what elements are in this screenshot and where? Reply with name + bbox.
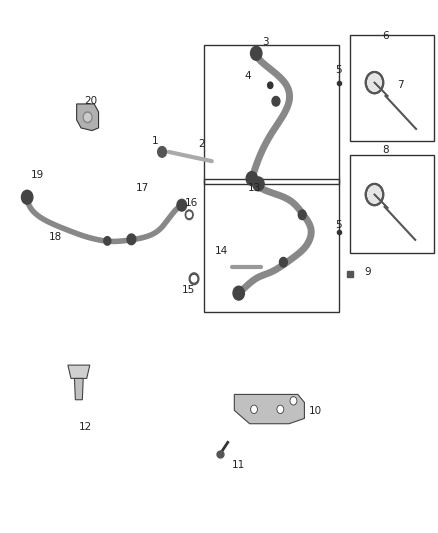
Circle shape [185, 210, 193, 220]
Text: 2: 2 [198, 139, 205, 149]
Circle shape [251, 405, 258, 414]
Circle shape [191, 276, 197, 282]
Polygon shape [68, 365, 90, 378]
Text: 19: 19 [31, 170, 44, 180]
Text: 10: 10 [309, 407, 322, 416]
Text: 15: 15 [182, 286, 195, 295]
Circle shape [177, 199, 187, 211]
Bar [350, 155, 434, 253]
Circle shape [233, 286, 244, 300]
Circle shape [279, 257, 287, 267]
Text: 6: 6 [382, 31, 389, 41]
Text: 1: 1 [152, 136, 159, 146]
Text: 20: 20 [84, 96, 97, 106]
Circle shape [189, 273, 199, 285]
Circle shape [127, 234, 136, 245]
Circle shape [251, 46, 262, 60]
Circle shape [268, 82, 273, 88]
Text: 3: 3 [261, 37, 268, 46]
Circle shape [187, 212, 191, 217]
Text: 9: 9 [364, 267, 371, 277]
Circle shape [366, 72, 383, 93]
Bar [204, 179, 339, 312]
Text: 11: 11 [232, 460, 245, 470]
Circle shape [298, 210, 306, 220]
Circle shape [272, 96, 280, 106]
Text: 5: 5 [335, 66, 342, 75]
Text: 16: 16 [185, 198, 198, 207]
Text: 5: 5 [335, 220, 342, 230]
Circle shape [85, 114, 91, 121]
Circle shape [277, 405, 284, 414]
Circle shape [83, 112, 92, 123]
Text: 4: 4 [244, 71, 251, 80]
Circle shape [104, 237, 111, 245]
Text: 7: 7 [397, 80, 404, 90]
Text: 8: 8 [382, 146, 389, 155]
Circle shape [366, 184, 383, 205]
Text: 14: 14 [215, 246, 228, 255]
Bar [204, 45, 339, 184]
Circle shape [253, 177, 264, 191]
Bar [350, 35, 434, 141]
Text: 17: 17 [136, 183, 149, 192]
Polygon shape [74, 378, 83, 400]
Circle shape [158, 147, 166, 157]
Text: 18: 18 [49, 232, 62, 242]
Polygon shape [234, 394, 304, 424]
Polygon shape [77, 104, 99, 131]
Circle shape [290, 397, 297, 405]
Text: 12: 12 [79, 423, 92, 432]
Circle shape [21, 190, 33, 204]
Text: 13: 13 [248, 183, 261, 192]
Circle shape [246, 172, 258, 185]
